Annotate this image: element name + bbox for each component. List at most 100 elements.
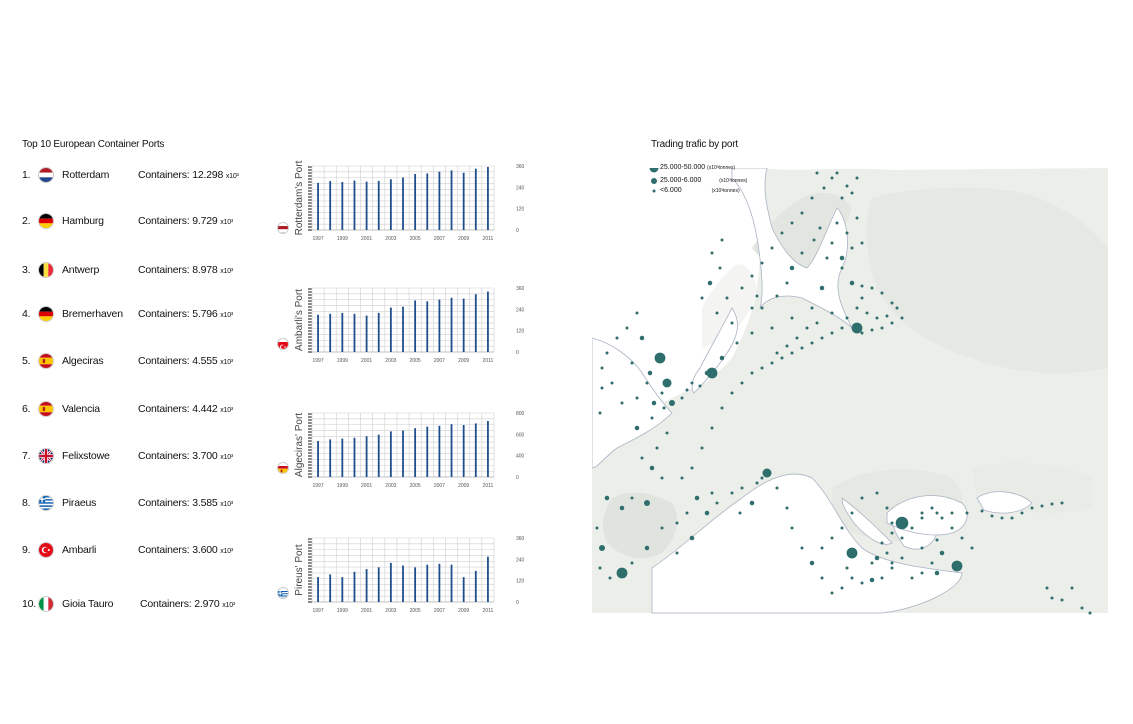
x-tick-label: 1997 xyxy=(313,483,324,489)
mini-chart: 1997 1999 2001 2003 2005 2007 2009 2011 0 40000 60… xyxy=(294,411,524,489)
port-dot xyxy=(895,516,909,530)
y-axis-label: Pireus' Port xyxy=(294,544,305,596)
port-dot xyxy=(595,526,599,530)
legend-small-dot xyxy=(652,189,656,193)
port-dot xyxy=(600,366,604,370)
x-tick-label: 2009 xyxy=(458,608,469,614)
port-dot xyxy=(1080,606,1084,610)
bar xyxy=(414,174,417,230)
bar xyxy=(353,313,356,352)
port-dot xyxy=(750,306,754,310)
port-dot xyxy=(680,476,684,480)
port-dot xyxy=(780,231,784,235)
port-dot xyxy=(715,501,719,505)
y-tick-label: 24000 xyxy=(516,557,524,563)
port-dot xyxy=(890,521,894,525)
port-rank: 4. xyxy=(22,308,31,320)
port-dot xyxy=(630,361,634,365)
port-dot xyxy=(830,591,834,595)
x-tick-label: 2003 xyxy=(385,608,396,614)
port-dot xyxy=(685,511,689,515)
port-dot xyxy=(730,321,734,325)
port-dot xyxy=(860,581,864,585)
port-dot xyxy=(770,326,774,330)
bar xyxy=(329,574,332,602)
port-rank: 9. xyxy=(22,544,31,556)
port-dot xyxy=(951,560,963,572)
y-tick-label: 12000 xyxy=(516,579,524,585)
port-dot xyxy=(900,316,904,320)
port-dot xyxy=(820,546,824,550)
y-axis-label: Algeciras' Port xyxy=(294,413,305,477)
port-dot xyxy=(1060,598,1064,602)
port-dot xyxy=(665,431,669,435)
port-dot xyxy=(760,476,764,480)
port-dot xyxy=(800,251,804,255)
port-dot xyxy=(825,256,829,260)
bar xyxy=(426,564,429,602)
port-containers: Containers: 8.978 x10³ xyxy=(138,264,234,276)
port-dot xyxy=(598,566,602,570)
port-containers: Containers: 3.600 x10³ xyxy=(138,544,234,556)
port-dot xyxy=(920,516,924,520)
legend-label-large: 25.000-50.000 (x10³tonnes) xyxy=(660,164,736,171)
mini-chart: 1997 1999 2001 2003 2005 2007 2009 2011 0 12000 24… xyxy=(294,536,524,614)
port-dot xyxy=(700,296,704,300)
x-tick-label: 2009 xyxy=(458,236,469,242)
port-dot xyxy=(630,496,634,500)
x-tick-label: 2001 xyxy=(361,236,372,242)
bar xyxy=(450,297,453,352)
port-dot xyxy=(950,526,954,530)
bar xyxy=(426,173,429,230)
bar xyxy=(365,436,368,477)
bar xyxy=(317,441,319,477)
port-dot xyxy=(730,491,734,495)
x-tick-label: 1999 xyxy=(337,608,348,614)
port-dot xyxy=(707,280,713,286)
port-containers: Containers: 3.700 x10³ xyxy=(138,450,234,462)
port-dot xyxy=(710,251,714,255)
mini-chart: 1997 1999 2001 2003 2005 2007 2009 2011 0 12000 24… xyxy=(294,286,524,364)
port-dot xyxy=(849,280,855,286)
port-dot xyxy=(960,536,964,540)
bar xyxy=(474,570,477,602)
port-dot xyxy=(790,351,794,355)
bar xyxy=(414,300,417,352)
port-dot xyxy=(900,556,904,560)
port-dot xyxy=(1050,502,1054,506)
bar xyxy=(341,312,344,352)
port-dot xyxy=(660,526,664,530)
port-dot xyxy=(645,381,649,385)
port-dot xyxy=(785,506,789,510)
map-title: Trading trafic by port xyxy=(651,139,738,150)
bar xyxy=(402,565,404,602)
port-dot xyxy=(875,316,879,320)
bar xyxy=(402,306,404,352)
port-dot xyxy=(1088,611,1092,615)
port-dot xyxy=(830,536,834,540)
port-dot xyxy=(835,221,839,225)
port-dot xyxy=(599,545,605,551)
port-dot xyxy=(685,388,689,392)
port-dot xyxy=(865,311,869,315)
port-containers: Containers: 12.298 x10³ xyxy=(138,169,239,181)
port-dot xyxy=(850,511,854,515)
x-tick-label: 2011 xyxy=(483,236,494,242)
port-dot xyxy=(815,171,819,175)
port-dot xyxy=(715,311,719,315)
port-dot xyxy=(619,505,625,511)
x-tick-label: 2001 xyxy=(361,358,372,364)
bar xyxy=(389,562,392,602)
x-tick-label: 1999 xyxy=(337,358,348,364)
port-dot xyxy=(775,486,779,490)
port-dot xyxy=(855,306,859,310)
x-tick-label: 2007 xyxy=(434,358,445,364)
port-dot xyxy=(850,246,854,250)
flag-nl-icon xyxy=(38,167,54,183)
x-tick-label: 1997 xyxy=(313,236,324,242)
port-dot xyxy=(845,566,849,570)
port-dot xyxy=(655,446,659,450)
port-rank: 6. xyxy=(22,403,31,415)
port-dot xyxy=(600,386,604,390)
port-dot xyxy=(1045,586,1049,590)
